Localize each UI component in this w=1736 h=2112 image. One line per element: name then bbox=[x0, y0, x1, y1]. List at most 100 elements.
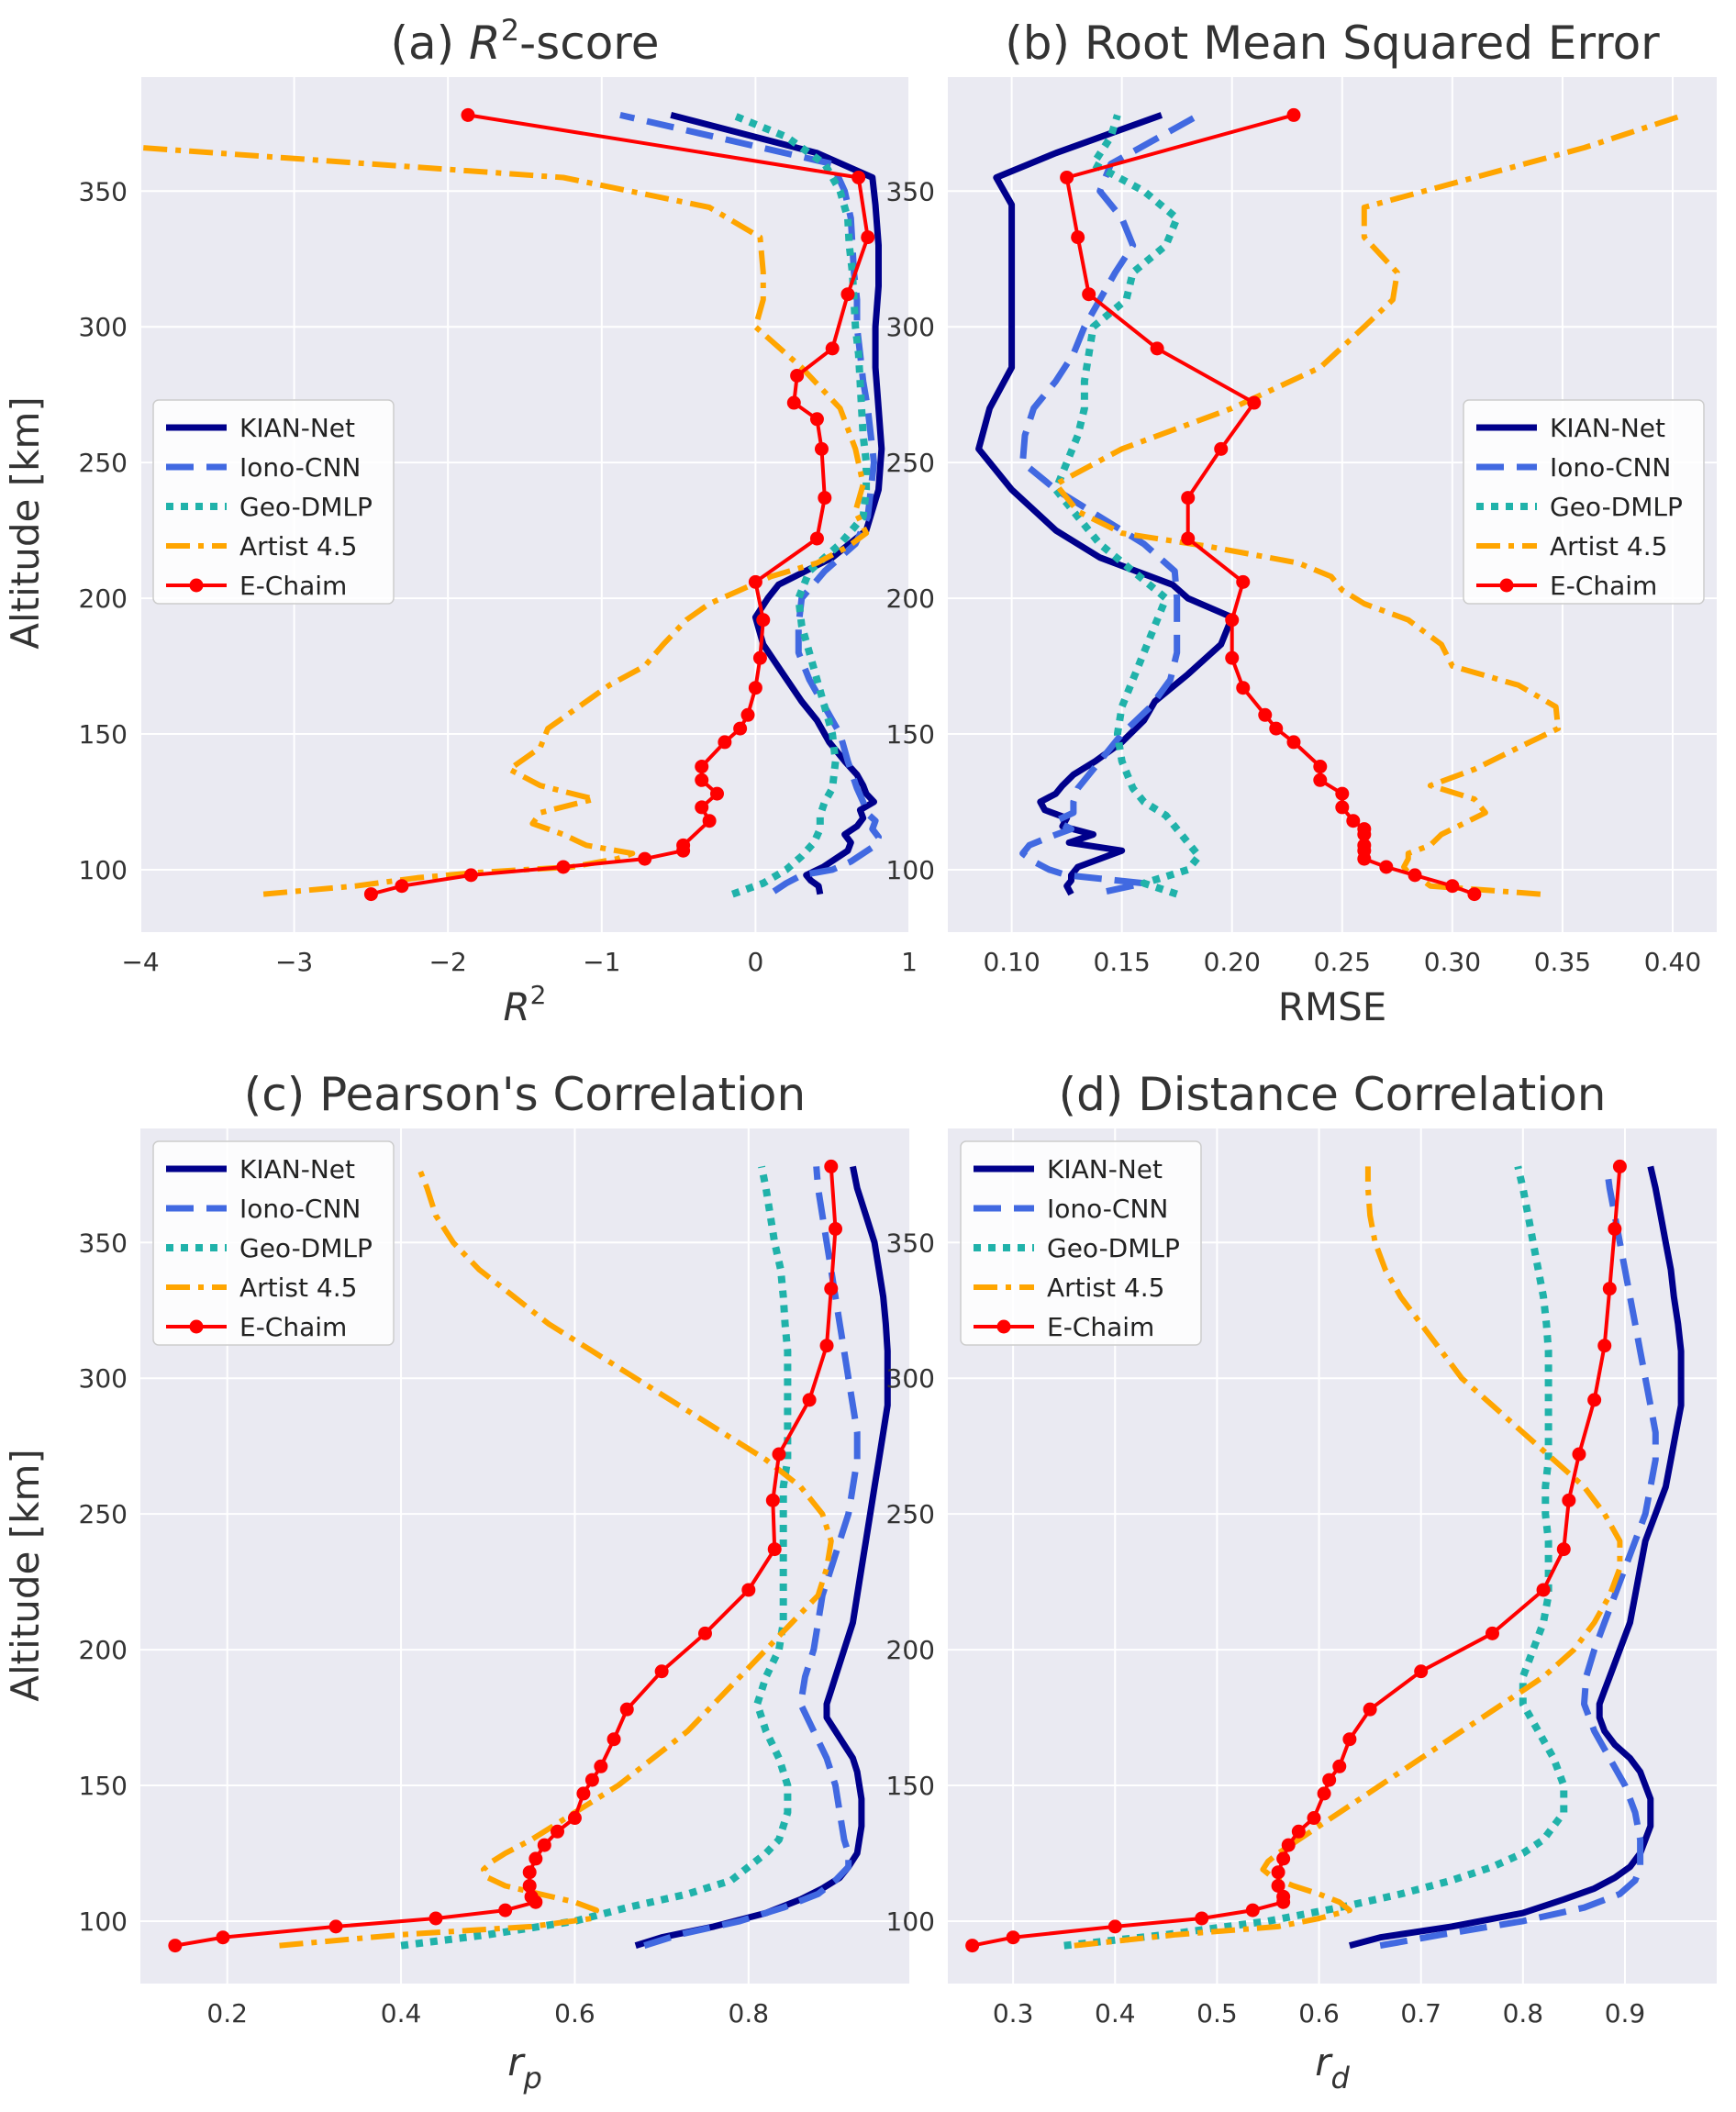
x-tick-label: 0.4 bbox=[381, 1998, 422, 2029]
e-chaim-marker bbox=[1258, 707, 1273, 722]
e-chaim-marker bbox=[606, 1732, 621, 1747]
y-tick-label: 250 bbox=[79, 1499, 128, 1529]
e-chaim-marker bbox=[498, 1903, 513, 1917]
e-chaim-marker bbox=[1346, 814, 1361, 828]
x-tick-label: 0.40 bbox=[1644, 947, 1701, 977]
e-chaim-marker bbox=[1572, 1447, 1586, 1462]
e-chaim-marker bbox=[576, 1786, 591, 1801]
legend-label: E-Chaim bbox=[1047, 1312, 1154, 1342]
x-tick-label: 0.20 bbox=[1204, 947, 1261, 977]
series-line-artist-4-5 bbox=[1052, 112, 1685, 897]
e-chaim-marker bbox=[522, 1878, 537, 1893]
e-chaim-marker bbox=[829, 1221, 843, 1236]
legend: KIAN-Net Iono-CNN Geo-DMLP Artist 4.5 E-Chai… bbox=[152, 1140, 395, 1346]
legend-label: Artist 4.5 bbox=[1550, 531, 1667, 561]
e-chaim-marker bbox=[748, 574, 762, 589]
e-chaim-marker bbox=[1245, 1903, 1260, 1917]
title-panel-c: (c) Pearson's Correlation bbox=[244, 1068, 806, 1121]
e-chaim-marker bbox=[786, 395, 801, 410]
e-chaim-marker bbox=[328, 1919, 343, 1934]
title-panel-b: (b) Root Mean Squared Error bbox=[1005, 17, 1660, 70]
e-chaim-marker bbox=[1379, 860, 1394, 874]
e-chaim-marker bbox=[1271, 1878, 1285, 1893]
series-line-iono-cnn bbox=[619, 111, 882, 895]
y-tick-label: 250 bbox=[79, 448, 128, 478]
e-chaim-marker bbox=[1214, 441, 1229, 456]
x-tick-label: 1 bbox=[901, 947, 918, 977]
e-chaim-marker bbox=[216, 1930, 230, 1945]
legend-label: E-Chaim bbox=[239, 571, 347, 601]
e-chaim-marker bbox=[461, 107, 475, 122]
e-chaim-marker bbox=[619, 1702, 634, 1717]
y-tick-label: 150 bbox=[886, 719, 935, 750]
series-group bbox=[975, 107, 1685, 902]
legend-label: Artist 4.5 bbox=[1047, 1273, 1164, 1303]
e-chaim-marker bbox=[741, 1583, 756, 1597]
e-chaim-marker bbox=[702, 814, 717, 828]
y-tick-label: 300 bbox=[79, 312, 128, 342]
e-chaim-marker bbox=[551, 1824, 565, 1839]
e-chaim-marker bbox=[1225, 613, 1240, 628]
e-chaim-marker bbox=[1006, 1930, 1020, 1945]
legend-label: KIAN-Net bbox=[239, 413, 355, 443]
e-chaim-marker bbox=[1060, 170, 1074, 184]
series-line-iono-cnn bbox=[643, 1166, 861, 1949]
e-chaim-marker bbox=[676, 838, 691, 852]
e-chaim-marker bbox=[697, 1626, 712, 1640]
x-tick-label: 0.8 bbox=[1503, 1998, 1544, 2029]
series-line-iono-cnn bbox=[1379, 1165, 1659, 1950]
e-chaim-marker bbox=[1445, 879, 1460, 894]
e-chaim-marker bbox=[756, 613, 771, 628]
x-tick-label: 0.9 bbox=[1605, 1998, 1646, 2029]
e-chaim-marker bbox=[752, 650, 767, 665]
e-chaim-marker bbox=[695, 773, 709, 787]
e-chaim-marker bbox=[772, 1447, 786, 1462]
e-chaim-marker bbox=[1357, 838, 1372, 852]
y-tick-label: 350 bbox=[79, 1228, 128, 1258]
x-tick-label: 0.6 bbox=[554, 1998, 595, 2029]
e-chaim-marker bbox=[802, 1393, 817, 1407]
e-chaim-marker bbox=[1286, 735, 1301, 750]
e-chaim-marker bbox=[1271, 1865, 1285, 1880]
y-tick-label: 100 bbox=[886, 1906, 935, 1937]
e-chaim-marker bbox=[1485, 1626, 1499, 1640]
legend-marker bbox=[189, 578, 204, 593]
x-tick-label: 0.6 bbox=[1298, 1998, 1340, 2029]
series-line-artist-4-5 bbox=[140, 144, 870, 897]
legend-label: E-Chaim bbox=[239, 1312, 347, 1342]
x-tick-label: 0.5 bbox=[1196, 1998, 1238, 2029]
e-chaim-marker bbox=[819, 1339, 834, 1353]
y-tick-label: 100 bbox=[79, 1906, 128, 1937]
legend-label: KIAN-Net bbox=[1047, 1154, 1163, 1184]
e-chaim-marker bbox=[1342, 1732, 1357, 1747]
x-tick-label: 0.3 bbox=[993, 1998, 1034, 2029]
e-chaim-marker bbox=[733, 721, 748, 736]
e-chaim-marker bbox=[695, 800, 709, 815]
e-chaim-marker bbox=[1335, 800, 1350, 815]
e-chaim-marker bbox=[1322, 1773, 1337, 1787]
e-chaim-marker bbox=[1236, 681, 1251, 695]
e-chaim-marker bbox=[1195, 1911, 1209, 1926]
series-group bbox=[168, 1159, 891, 1953]
y-tick-label: 200 bbox=[886, 1635, 935, 1665]
e-chaim-marker bbox=[638, 851, 652, 866]
legend-label: Iono-CNN bbox=[239, 1194, 361, 1224]
e-chaim-marker bbox=[1608, 1221, 1622, 1236]
e-chaim-marker bbox=[1281, 1838, 1296, 1852]
e-chaim-marker bbox=[1414, 1664, 1429, 1679]
e-chaim-marker bbox=[168, 1939, 183, 1953]
e-chaim-marker bbox=[1286, 107, 1301, 122]
legend-box bbox=[152, 399, 395, 605]
ylabel-row1: Altitude [km] bbox=[3, 396, 48, 649]
legend-label: Iono-CNN bbox=[1550, 452, 1671, 483]
x-tick-label: 0.8 bbox=[729, 1998, 770, 2029]
e-chaim-marker bbox=[1107, 1919, 1122, 1934]
e-chaim-marker bbox=[1612, 1159, 1627, 1173]
legend-label: Iono-CNN bbox=[1047, 1194, 1168, 1224]
series-line-geo-dmlp bbox=[1052, 114, 1203, 898]
legend: KIAN-Net Iono-CNN Geo-DMLP Artist 4.5 E-Chai… bbox=[152, 399, 395, 605]
title-panel-d: (d) Distance Correlation bbox=[1059, 1068, 1607, 1121]
e-chaim-marker bbox=[695, 760, 709, 774]
e-chaim-marker bbox=[524, 1889, 539, 1904]
legend: KIAN-Net Iono-CNN Geo-DMLP Artist 4.5 E-Chai… bbox=[1463, 399, 1705, 605]
